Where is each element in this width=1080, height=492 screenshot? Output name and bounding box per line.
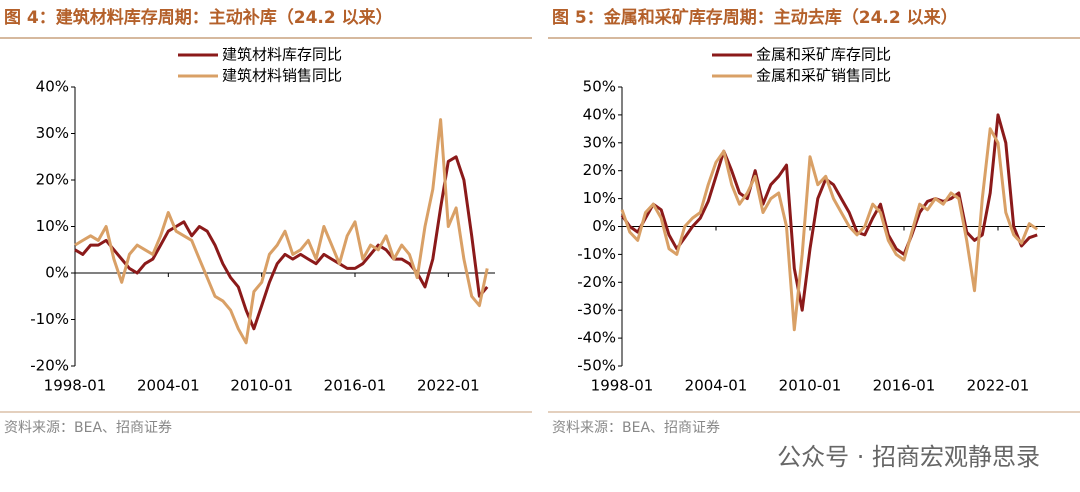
legend-label: 金属和采矿库存同比 xyxy=(756,46,891,64)
x-tick-label: 2022-01 xyxy=(967,377,1030,395)
x-tick-label: 2004-01 xyxy=(685,377,748,395)
x-tick-label: 2016-01 xyxy=(324,377,387,395)
series-line xyxy=(620,113,1038,312)
y-tick-label: -40% xyxy=(577,329,616,347)
y-tick-label: -20% xyxy=(577,273,616,291)
x-tick-label: 2016-01 xyxy=(873,377,936,395)
y-tick-label: -50% xyxy=(577,357,616,375)
y-tick-label: 0% xyxy=(592,217,616,235)
y-tick-label: 50% xyxy=(583,78,616,96)
x-tick-label: 1998-01 xyxy=(591,377,654,395)
legend-label: 金属和采矿销售同比 xyxy=(756,67,891,85)
watermark: 公众号 · 招商宏观静思录 xyxy=(777,443,1040,471)
legend-label: 建筑材料库存同比 xyxy=(222,46,342,64)
y-tick-label: -20% xyxy=(30,357,69,375)
y-tick-label: 10% xyxy=(36,217,69,235)
chart-title: 图 5：金属和采矿库存周期：主动去库（24.2 以来） xyxy=(552,7,958,28)
y-tick-label: 40% xyxy=(36,78,69,96)
source: 资料来源：BEA、招商证券 xyxy=(552,420,720,436)
x-tick-label: 2010-01 xyxy=(779,377,842,395)
series-line xyxy=(74,155,489,331)
series-line xyxy=(74,118,489,345)
chart-title: 图 4：建筑材料库存周期：主动补库（24.2 以来） xyxy=(4,7,393,28)
source: 资料来源：BEA、招商证券 xyxy=(4,420,172,436)
y-tick-label: -10% xyxy=(577,245,616,263)
series-line xyxy=(620,127,1039,332)
x-tick-label: 1998-01 xyxy=(44,377,107,395)
y-tick-label: 30% xyxy=(36,124,69,142)
y-tick-label: 0% xyxy=(45,264,69,282)
y-tick-label: -30% xyxy=(577,301,616,319)
y-tick-label: 20% xyxy=(36,171,69,189)
y-tick-label: 30% xyxy=(583,133,616,151)
x-tick-label: 2010-01 xyxy=(230,377,293,395)
legend-label: 建筑材料销售同比 xyxy=(222,67,342,85)
y-tick-label: -10% xyxy=(30,310,69,328)
x-tick-label: 2004-01 xyxy=(137,377,200,395)
y-tick-label: 20% xyxy=(583,161,616,179)
y-tick-label: 40% xyxy=(583,105,616,123)
y-tick-label: 10% xyxy=(583,189,616,207)
x-tick-label: 2022-01 xyxy=(417,377,480,395)
